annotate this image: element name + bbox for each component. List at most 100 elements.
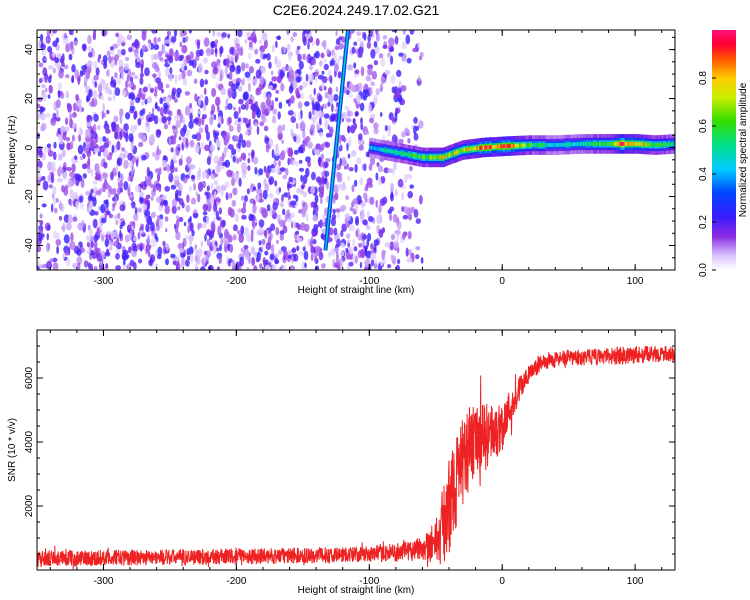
heatmap-noise-cell <box>41 233 45 238</box>
heatmap-noise-cell <box>139 244 143 252</box>
heatmap-noise-cell <box>216 266 221 270</box>
heatmap-noise-cell <box>283 250 289 260</box>
heatmap-noise-cell <box>323 58 327 64</box>
heatmap-noise-cell <box>279 234 284 241</box>
heatmap-noise-cell <box>189 102 192 109</box>
heatmap-noise-cell <box>77 262 81 270</box>
heatmap-noise-cell <box>47 75 52 84</box>
heatmap-noise-cell <box>338 134 342 144</box>
heatmap-band-cell <box>666 142 668 147</box>
heatmap-band-cell <box>493 144 496 149</box>
heatmap-noise-cell <box>165 67 169 77</box>
heatmap-noise-cell <box>166 55 173 61</box>
heatmap-noise-cell <box>174 223 177 229</box>
heatmap-noise-cell <box>406 57 412 64</box>
heatmap-noise-cell <box>44 56 47 62</box>
heatmap-noise-cell <box>185 259 190 267</box>
heatmap-noise-cell <box>166 116 172 121</box>
heatmap-noise-cell <box>311 252 316 258</box>
heatmap-noise-cell <box>261 238 266 246</box>
heatmap-noise-cell <box>190 253 194 264</box>
heatmap-noise-cell <box>311 58 316 66</box>
heatmap-noise-cell <box>119 108 124 117</box>
heatmap-noise-cell <box>337 183 342 190</box>
heatmap-band-cell <box>600 141 603 146</box>
heatmap-noise-cell <box>133 124 138 131</box>
heatmap-noise-cell <box>396 69 402 77</box>
heatmap-noise-cell <box>85 191 91 196</box>
heatmap-noise-cell <box>209 115 214 126</box>
snr-frame <box>36 329 676 571</box>
heatmap-noise-cell <box>225 192 229 201</box>
heatmap-noise-cell <box>81 65 87 71</box>
heatmap-band-cell <box>552 143 555 147</box>
heatmap-noise-cell <box>189 51 194 60</box>
heatmap-noise-cell <box>253 265 258 270</box>
heatmap-noise-cell <box>100 203 106 214</box>
heatmap-noise-cell <box>349 206 354 212</box>
heatmap-noise-cell <box>363 32 367 41</box>
heatmap-noise-cell <box>47 161 53 172</box>
heatmap-noise-cell <box>328 126 334 135</box>
heatmap-band-cell <box>630 141 633 146</box>
heatmap-noise-cell <box>111 144 115 154</box>
heatmap-noise-cell <box>146 166 150 177</box>
heatmap-noise-cell <box>275 227 280 236</box>
heatmap-noise-cell <box>46 233 49 241</box>
heatmap-noise-cell <box>220 88 227 96</box>
heatmap-noise-cell <box>131 250 137 258</box>
heatmap-noise-cell <box>68 53 73 61</box>
heatmap-noise-cell <box>370 243 374 250</box>
heatmap-noise-cell <box>314 194 319 204</box>
heatmap-band-cell <box>516 143 518 148</box>
heatmap-band-cell <box>662 142 665 147</box>
heatmap-noise-cell <box>296 45 301 50</box>
heatmap-noise-cell <box>66 142 71 151</box>
heatmap-band-cell <box>602 141 605 146</box>
heatmap-band-cell <box>547 143 550 147</box>
heatmap-band-cell <box>527 143 530 148</box>
heatmap-noise-cell <box>170 147 174 153</box>
heatmap-noise-cell <box>221 117 224 125</box>
heatmap-band-cell <box>418 154 421 159</box>
heatmap-noise-cell <box>51 52 56 58</box>
heatmap-noise-cell <box>63 64 69 70</box>
heatmap-noise-cell <box>233 111 239 119</box>
heatmap-noise-cell <box>387 264 392 269</box>
heatmap-noise-cell <box>264 250 269 256</box>
heatmap-noise-cell <box>244 250 250 261</box>
heatmap-noise-cell <box>58 165 63 176</box>
heatmap-noise-cell <box>311 41 315 46</box>
heatmap-noise-cell <box>265 169 270 179</box>
heatmap-noise-cell <box>98 54 102 59</box>
heatmap-noise-cell <box>244 195 248 203</box>
heatmap-noise-cell <box>88 51 93 58</box>
heatmap-noise-cell <box>305 30 311 35</box>
heatmap-noise-cell <box>338 55 345 60</box>
heatmap-noise-cell <box>259 65 266 74</box>
heatmap-noise-cell <box>268 61 272 69</box>
heatmap-noise-cell <box>394 230 401 235</box>
heatmap-noise-cell <box>202 57 209 64</box>
heatmap-noise-cell <box>48 84 53 94</box>
heatmap-noise-cell <box>237 117 241 123</box>
heatmap-noise-cell <box>216 216 222 221</box>
heatmap-noise-cell <box>213 130 217 139</box>
heatmap-noise-cell <box>220 190 224 196</box>
heatmap-band-cell <box>667 142 670 147</box>
heatmap-noise-cell <box>186 69 193 77</box>
heatmap-noise-cell <box>264 183 270 193</box>
heatmap-noise-cell <box>219 73 223 82</box>
heatmap-noise-cell <box>170 184 177 190</box>
heatmap-noise-cell <box>276 214 282 220</box>
heatmap-noise-cell <box>182 117 186 124</box>
heatmap-band-cell <box>374 146 377 151</box>
heatmap-noise-cell <box>272 108 278 115</box>
heatmap-noise-cell <box>162 199 168 206</box>
heatmap-noise-cell <box>214 191 217 200</box>
heatmap-noise-cell <box>171 90 176 100</box>
heatmap-noise-cell <box>340 242 345 248</box>
heatmap-noise-cell <box>307 41 310 50</box>
colorbar-tick-label: 0.8 <box>698 71 709 85</box>
heatmap-noise-cell <box>244 131 249 136</box>
